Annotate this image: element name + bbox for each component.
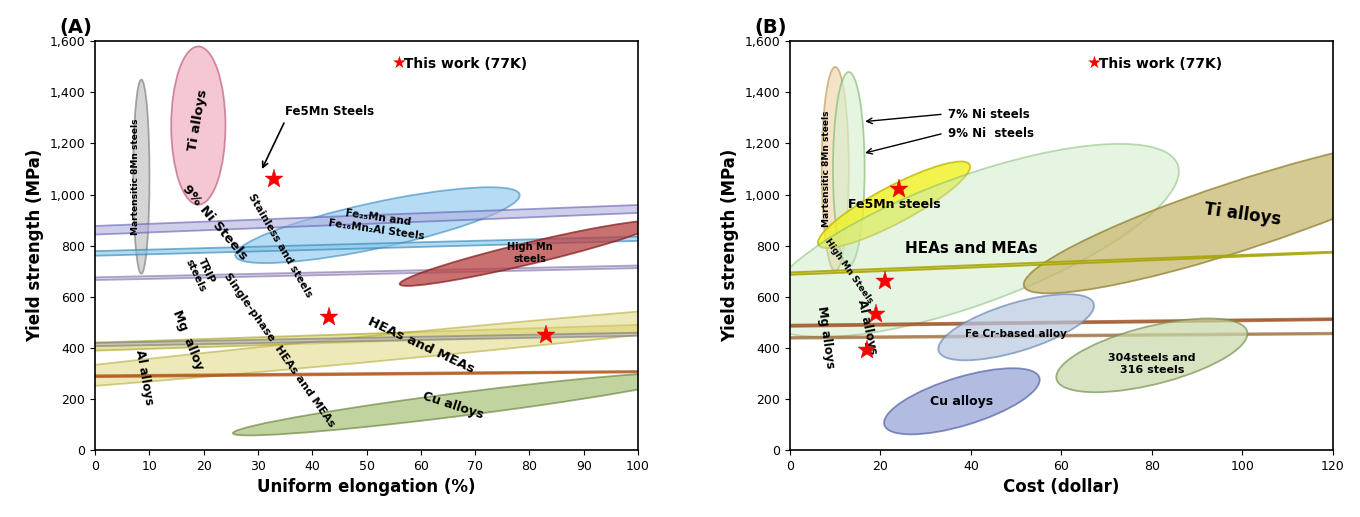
Ellipse shape	[0, 290, 1360, 390]
Text: HEAs and MEAs: HEAs and MEAs	[904, 240, 1038, 255]
Text: Al alloys: Al alloys	[133, 348, 155, 406]
Text: Single-phase  HEAs and MEAs: Single-phase HEAs and MEAs	[223, 271, 337, 429]
Text: Cu alloys: Cu alloys	[422, 389, 486, 421]
Ellipse shape	[1024, 136, 1360, 293]
Ellipse shape	[0, 222, 1231, 273]
Ellipse shape	[821, 67, 849, 271]
Y-axis label: Yield strength (MPa): Yield strength (MPa)	[26, 149, 44, 342]
Ellipse shape	[171, 47, 226, 205]
Text: Fe₂₅Mn and
Fe₁₆Mn₂Al Steels: Fe₂₅Mn and Fe₁₆Mn₂Al Steels	[328, 206, 427, 241]
Text: Fe5Mn steels: Fe5Mn steels	[847, 198, 940, 211]
Ellipse shape	[233, 372, 696, 435]
Ellipse shape	[832, 72, 865, 266]
Ellipse shape	[884, 368, 1039, 434]
Text: Martensitic 8Mn steels: Martensitic 8Mn steels	[132, 118, 140, 235]
Text: 9% Ni  steels: 9% Ni steels	[948, 127, 1035, 140]
X-axis label: Uniform elongation (%): Uniform elongation (%)	[257, 478, 476, 496]
Text: (B): (B)	[755, 18, 787, 37]
Ellipse shape	[938, 294, 1093, 360]
Text: Mg  alloy: Mg alloy	[170, 308, 205, 372]
Text: Fe Cr-based alloy: Fe Cr-based alloy	[966, 329, 1068, 339]
Text: High Mn Steels: High Mn Steels	[823, 237, 874, 305]
Ellipse shape	[763, 144, 1179, 337]
X-axis label: Cost (dollar): Cost (dollar)	[1004, 478, 1119, 496]
Ellipse shape	[0, 292, 949, 399]
Text: Stainless and steels: Stainless and steels	[246, 192, 314, 299]
Text: High Mn
steels: High Mn steels	[507, 242, 552, 264]
Y-axis label: Yield strength (MPa): Yield strength (MPa)	[721, 149, 738, 342]
Text: (A): (A)	[60, 18, 92, 37]
Ellipse shape	[0, 313, 1360, 337]
Text: Fe5Mn Steels: Fe5Mn Steels	[286, 105, 374, 118]
Ellipse shape	[400, 221, 660, 286]
Ellipse shape	[0, 330, 1360, 345]
Text: Al alloys: Al alloys	[854, 299, 879, 356]
Ellipse shape	[0, 370, 898, 382]
Text: This work (77K): This work (77K)	[394, 57, 526, 71]
Text: 304steels and
316 steels: 304steels and 316 steels	[1108, 354, 1195, 375]
Text: 9% Ni Steels: 9% Ni Steels	[180, 183, 250, 263]
Text: ★: ★	[1087, 54, 1102, 72]
Text: TRIP
steels: TRIP steels	[184, 253, 218, 294]
Text: Ti alloys: Ti alloys	[186, 88, 211, 153]
Text: Ti alloys: Ti alloys	[1202, 201, 1282, 229]
Ellipse shape	[0, 252, 1292, 300]
Ellipse shape	[0, 181, 1349, 269]
Text: HEAs and MEAs: HEAs and MEAs	[366, 315, 476, 375]
Ellipse shape	[235, 187, 520, 263]
Ellipse shape	[133, 80, 150, 273]
Text: ★: ★	[392, 54, 407, 72]
Ellipse shape	[1057, 318, 1247, 392]
Ellipse shape	[817, 161, 970, 248]
Text: Martensitic 8Mn steels: Martensitic 8Mn steels	[821, 111, 831, 227]
Text: Cu alloys: Cu alloys	[930, 395, 993, 408]
Ellipse shape	[316, 250, 1360, 292]
Text: This work (77K): This work (77K)	[1088, 57, 1221, 71]
Text: Mg alloys: Mg alloys	[816, 306, 836, 370]
Ellipse shape	[0, 324, 1205, 362]
Text: 7% Ni steels: 7% Ni steels	[948, 108, 1030, 120]
